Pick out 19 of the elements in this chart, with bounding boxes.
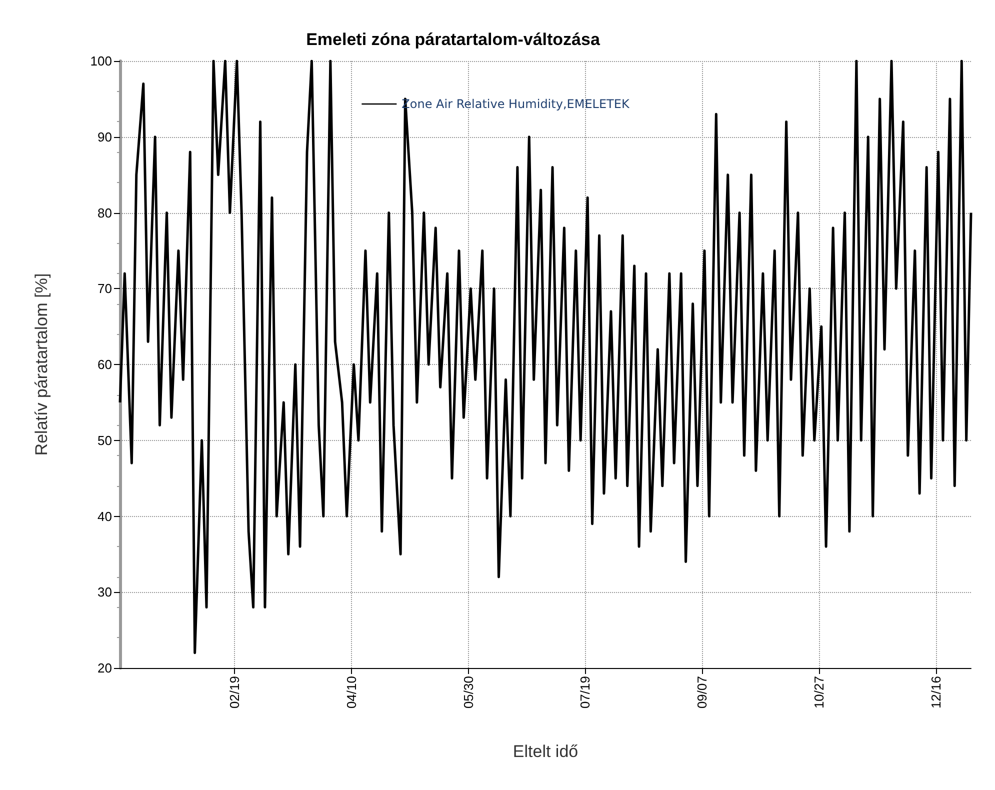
x-tick-label: 04/10 (344, 676, 359, 709)
y-tick-label: 60 (98, 357, 112, 372)
y-tick-label: 70 (98, 281, 112, 296)
x-tick-label: 12/16 (928, 676, 944, 709)
x-tick-label: 02/19 (227, 676, 242, 709)
y-tick-label: 30 (98, 584, 112, 600)
x-axis-title: Eltelt idő (512, 742, 578, 761)
x-tick-label: 07/19 (578, 676, 593, 709)
y-tick-label: 50 (98, 432, 112, 448)
y-tick-label: 20 (98, 660, 112, 676)
y-tick-label: 100 (90, 54, 112, 68)
y-axis-title: Relatív páratartalom [%] (32, 273, 51, 456)
chart-title: Emeleti zóna páratartalom-változása (306, 30, 600, 49)
y-tick-label: 80 (98, 205, 112, 220)
y-tick-label: 40 (98, 508, 112, 524)
x-tick-label: 09/07 (694, 676, 710, 709)
y-tick-label: 90 (98, 129, 112, 144)
x-tick-label: 05/30 (460, 676, 476, 709)
x-tick-label: 10/27 (812, 676, 827, 709)
